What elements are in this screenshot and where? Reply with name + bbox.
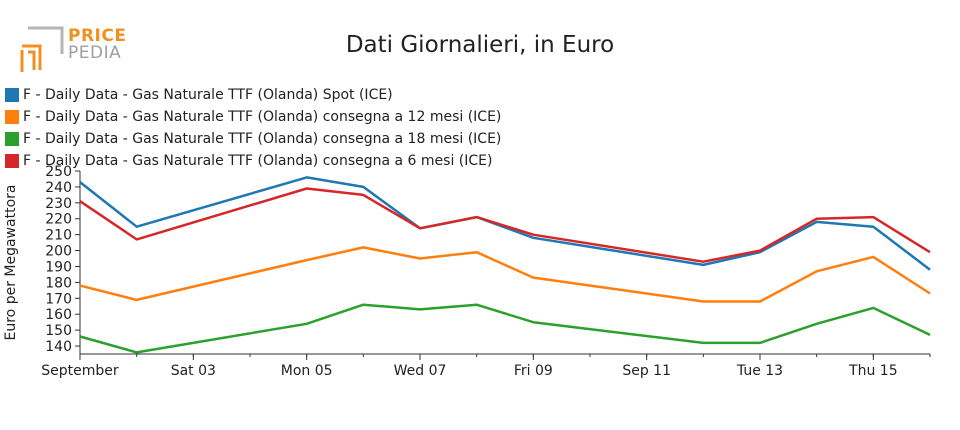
y-tick-label: 190 — [45, 259, 72, 275]
x-tick-label: Thu 15 — [848, 363, 898, 379]
y-tick-label: 210 — [45, 228, 72, 244]
pricepedia-logo-icon — [20, 26, 64, 72]
legend-label: F - Daily Data - Gas Naturale TTF (Oland… — [23, 87, 393, 103]
x-tick-label: Fri 09 — [514, 363, 553, 379]
legend-item: F - Daily Data - Gas Naturale TTF (Oland… — [5, 150, 501, 172]
y-tick-label: 250 — [45, 164, 72, 180]
x-tick-label: Sep 11 — [622, 363, 671, 379]
legend-swatch — [5, 132, 19, 146]
y-axis-label: Euro per Megawattora — [3, 185, 19, 341]
y-tick-label: 240 — [45, 180, 72, 196]
legend-label: F - Daily Data - Gas Naturale TTF (Oland… — [23, 153, 493, 169]
y-tick-label: 150 — [45, 323, 72, 339]
legend-swatch — [5, 88, 19, 102]
series-line-4 — [79, 187, 931, 263]
y-tick-label: 220 — [45, 212, 72, 228]
x-tick-label: Tue 13 — [736, 363, 783, 379]
series-line-1 — [79, 176, 931, 271]
x-tick-label: September — [41, 363, 119, 379]
logo-text-pedia: PEDIA — [68, 43, 122, 63]
legend-item: F - Daily Data - Gas Naturale TTF (Oland… — [5, 128, 501, 150]
legend-swatch — [5, 154, 19, 168]
chart-title: Dati Giornalieri, in Euro — [345, 32, 615, 58]
y-tick-label: 140 — [45, 339, 72, 355]
y-tick-label: 230 — [45, 196, 72, 212]
y-tick-label: 200 — [45, 244, 72, 260]
pricepedia-logo: PRICE PEDIA — [18, 24, 128, 74]
legend-item: F - Daily Data - Gas Naturale TTF (Oland… — [5, 84, 501, 106]
logo-text-price: PRICE — [68, 26, 127, 46]
y-tick-label: 160 — [45, 307, 72, 323]
legend-item: F - Daily Data - Gas Naturale TTF (Oland… — [5, 106, 501, 128]
series-line-2 — [79, 246, 931, 303]
x-tick-label: Mon 05 — [281, 363, 333, 379]
x-tick-label: Wed 07 — [394, 363, 447, 379]
legend-label: F - Daily Data - Gas Naturale TTF (Oland… — [23, 109, 502, 125]
legend-swatch — [5, 110, 19, 124]
x-tick-label: Sat 03 — [171, 363, 216, 379]
legend-label: F - Daily Data - Gas Naturale TTF (Oland… — [23, 131, 502, 147]
chart-legend: F - Daily Data - Gas Naturale TTF (Oland… — [5, 84, 501, 172]
series-line-3 — [79, 303, 931, 354]
y-tick-label: 180 — [45, 275, 72, 291]
y-tick-label: 170 — [45, 291, 72, 307]
